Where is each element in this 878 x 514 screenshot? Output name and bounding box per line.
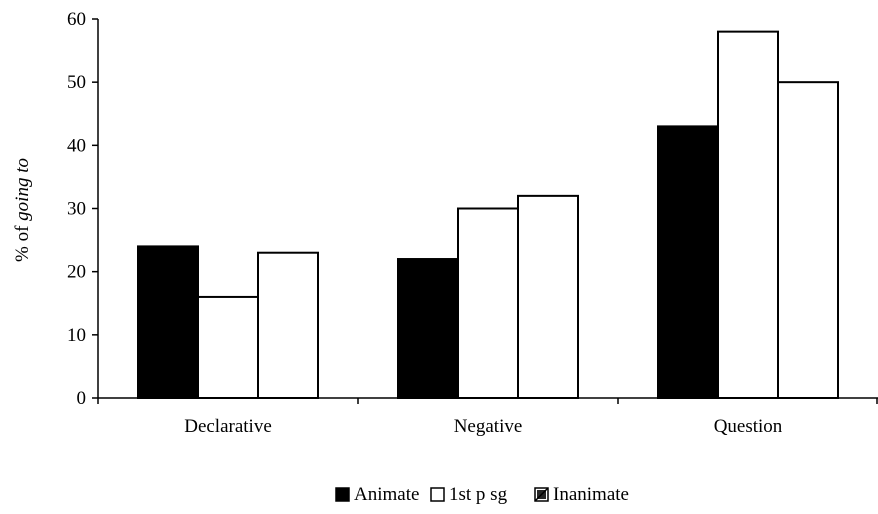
bar-animate-declarative [137, 245, 199, 399]
y-tick-label: 40 [67, 135, 86, 156]
bar-animate-negative [397, 258, 459, 399]
y-tick-label: 20 [67, 262, 86, 283]
y-tick-label: 10 [67, 325, 86, 346]
y-axis-title-emphasis: going to [12, 158, 33, 221]
legend: Animate 1st p sg Inanimate [335, 484, 629, 505]
bar-inanimate-negative [517, 194, 579, 399]
bar-1st-p-sg-negative [457, 207, 519, 399]
y-tick-label: 60 [67, 9, 86, 30]
bars [137, 30, 839, 400]
bar-animate-question [657, 125, 719, 399]
legend-label-animate: Animate [354, 484, 419, 505]
y-tick-label: 0 [77, 388, 87, 409]
legend-swatch-animate [335, 487, 350, 502]
x-tick-label-declarative: Declarative [184, 416, 272, 437]
y-tick-label: 50 [67, 72, 86, 93]
x-tick-label-question: Question [714, 416, 783, 437]
y-axis-title-group: % of going to [12, 158, 33, 262]
x-tick-label-negative: Negative [454, 416, 523, 437]
y-axis-title: % of going to [12, 158, 33, 262]
y-tick-label: 30 [67, 199, 86, 220]
legend-label-1st-p-sg: 1st p sg [449, 484, 508, 505]
legend-swatch-fill [537, 490, 546, 499]
legend-label-inanimate: Inanimate [553, 484, 629, 505]
y-axis-ticks: 0 10 20 30 40 50 60 [67, 9, 98, 409]
bar-1st-p-sg-question [717, 30, 779, 400]
x-axis-labels: Declarative Negative Question [184, 416, 783, 437]
axes [97, 19, 878, 404]
bar-inanimate-declarative [257, 251, 319, 399]
y-axis-title-prefix: % of [12, 221, 33, 262]
legend-swatch-1st-p-sg [430, 487, 445, 502]
bar-inanimate-question [777, 81, 839, 400]
bar-1st-p-sg-declarative [197, 295, 259, 399]
